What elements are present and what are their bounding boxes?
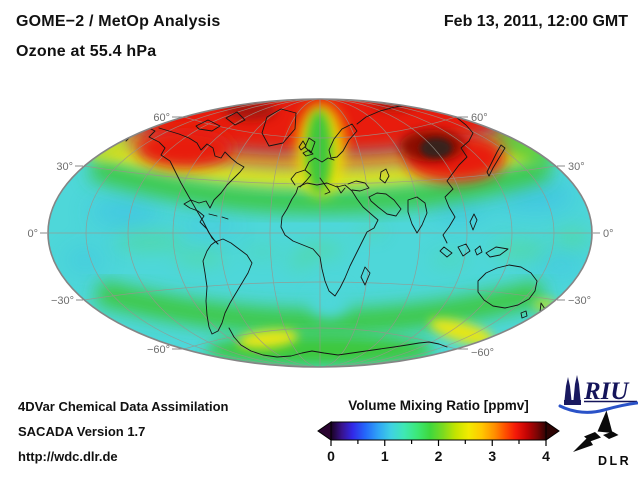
coastlines-part bbox=[202, 238, 253, 335]
ozone-field-part bbox=[238, 329, 298, 349]
coastlines-part bbox=[125, 126, 219, 245]
coastlines-part bbox=[302, 149, 314, 157]
coastlines-part bbox=[298, 137, 316, 154]
coastlines-part bbox=[228, 327, 448, 358]
dlr-wing-icon bbox=[573, 410, 619, 452]
page-title: GOME−2 / MetOp Analysis bbox=[16, 13, 221, 30]
footer-assimilation-label: 4DVar Chemical Data Assimilation bbox=[18, 399, 229, 414]
coastlines-part bbox=[208, 213, 229, 220]
coastlines-part bbox=[280, 182, 379, 297]
globe-outline bbox=[47, 98, 593, 368]
lat-label-left-60n: 60° bbox=[153, 112, 170, 124]
riu-logo: RIU bbox=[558, 375, 638, 414]
colorbar-tick-0: 0 bbox=[327, 448, 335, 464]
colorbar-tick-1: 1 bbox=[381, 448, 389, 464]
ozone-field-part-part bbox=[554, 228, 590, 248]
coastlines-part bbox=[304, 157, 335, 171]
latitude-ticks bbox=[40, 116, 600, 350]
coastlines-part bbox=[407, 196, 428, 234]
colorbar-ticks bbox=[330, 440, 547, 446]
timestamp-label: Feb 13, 2011, 12:00 GMT bbox=[443, 13, 628, 30]
lat-label-right-0: 0° bbox=[603, 228, 614, 240]
graticule-part bbox=[319, 99, 371, 367]
graticule-part bbox=[172, 99, 321, 367]
graticule-part bbox=[319, 99, 421, 367]
page-subtitle: Ozone at 55.4 hPa bbox=[16, 43, 157, 60]
siberian-maximum-blob bbox=[420, 138, 452, 158]
lat-label-left-0: 0° bbox=[27, 228, 38, 240]
river-wave-icon bbox=[558, 401, 638, 414]
lat-label-right-30s: −30° bbox=[568, 295, 591, 307]
graticule-part bbox=[319, 99, 555, 367]
colorbar-tick-4: 4 bbox=[542, 448, 550, 464]
colorbar-right-arrow bbox=[545, 421, 560, 441]
lat-label-right-60s: −60° bbox=[471, 347, 494, 359]
graticule-part bbox=[269, 99, 321, 367]
coastlines-part bbox=[328, 123, 358, 159]
ozone-field-part-part bbox=[89, 199, 161, 225]
colorbar-gradient-bar bbox=[330, 421, 547, 441]
ozone-field-part-part bbox=[492, 240, 548, 260]
colorbar-tick-3: 3 bbox=[488, 448, 496, 464]
ozone-field-part-part bbox=[430, 252, 470, 268]
ozone-field-part-part bbox=[180, 215, 240, 235]
lat-label-left-60s: −60° bbox=[147, 344, 170, 356]
graticule-part bbox=[127, 99, 321, 367]
footer-version-label: SACADA Version 1.7 bbox=[18, 424, 146, 439]
dlr-wing-icon-part bbox=[573, 437, 593, 452]
ozone-field-part-part bbox=[535, 253, 585, 277]
ozone-field-part bbox=[533, 298, 557, 312]
coastlines-part bbox=[261, 108, 297, 147]
dlr-wing-icon-part bbox=[597, 410, 613, 433]
lat-label-right-60n: 60° bbox=[471, 112, 488, 124]
lat-label-left-30s: −30° bbox=[51, 295, 74, 307]
ozone-field-part-part bbox=[65, 248, 105, 272]
ozone-field-part-part bbox=[242, 245, 282, 259]
dlr-logo-text: DLR bbox=[598, 454, 631, 468]
coastlines-part bbox=[319, 177, 346, 195]
cathedral-icon-part bbox=[564, 377, 572, 405]
ozone-field-part bbox=[65, 180, 585, 277]
riu-logo-text: RIU bbox=[583, 378, 630, 405]
coastlines-part bbox=[368, 192, 402, 217]
coastlines-part bbox=[195, 119, 221, 132]
footer-url-label: http://wdc.dlr.de bbox=[18, 449, 118, 464]
cathedral-icon bbox=[564, 375, 581, 405]
coastlines-part bbox=[477, 264, 538, 309]
coastlines-part bbox=[485, 246, 509, 258]
latitude-labels: 60° 30° 0° −30° −60° 60° 30° 0° −30° −60… bbox=[27, 112, 613, 359]
coastlines-part bbox=[360, 266, 371, 286]
colorbar-tick-2: 2 bbox=[435, 448, 443, 464]
ozone-field-part-part bbox=[286, 257, 314, 269]
ozone-field-part-part bbox=[116, 232, 184, 252]
coastlines-part bbox=[225, 111, 246, 126]
colorbar-left-arrow bbox=[317, 421, 332, 441]
colorbar-title: Volume Mixing Ratio [ppmv] bbox=[348, 398, 529, 413]
graticule-part bbox=[85, 99, 321, 367]
graticule-part bbox=[319, 99, 468, 367]
coastlines-part bbox=[469, 213, 483, 256]
dlr-wing-icon-part bbox=[603, 431, 619, 439]
graticule-part bbox=[219, 99, 321, 367]
dlr-logo: DLR bbox=[573, 410, 631, 468]
coastlines-part bbox=[158, 127, 245, 245]
graticule-part bbox=[319, 99, 513, 367]
ozone-field-part bbox=[429, 318, 495, 346]
lat-label-left-30n: 30° bbox=[56, 161, 73, 173]
coastlines-part bbox=[379, 168, 390, 184]
coastlines-part bbox=[486, 144, 506, 177]
coastlines-part bbox=[347, 180, 370, 192]
cathedral-icon-part bbox=[564, 400, 581, 405]
coastlines-part bbox=[439, 243, 471, 258]
cathedral-icon-part bbox=[573, 375, 581, 405]
ozone-field-part bbox=[492, 127, 554, 167]
ozone-field-part-part bbox=[174, 250, 226, 266]
north-atlantic-minimum bbox=[306, 110, 332, 194]
lat-label-right-30n: 30° bbox=[568, 161, 585, 173]
ozone-field-part bbox=[309, 286, 349, 318]
colorbar: Volume Mixing Ratio [ppmv] 0 1 2 3 4 bbox=[317, 398, 560, 464]
